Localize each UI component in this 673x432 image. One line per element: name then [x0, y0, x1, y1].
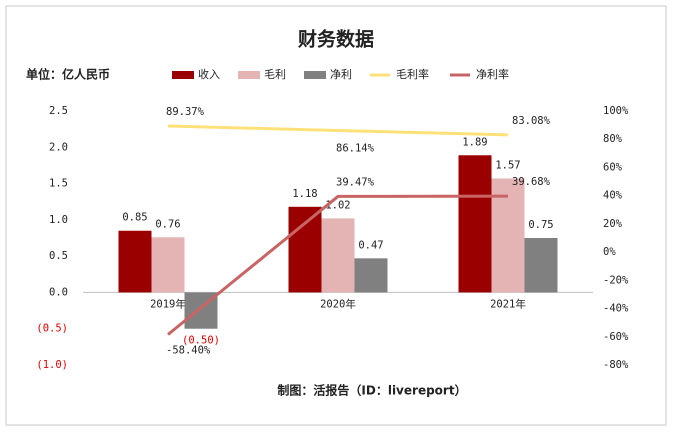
y-tick-label: 2.0: [49, 141, 68, 153]
bar: [354, 258, 388, 293]
x-tick-label: 2019年: [150, 297, 186, 310]
data-label: (0.50): [182, 335, 220, 347]
bar: [118, 230, 152, 293]
chart-title: 财务数据: [298, 28, 374, 51]
data-label: 0.75: [528, 219, 553, 231]
legend-swatch: [304, 71, 326, 79]
subtitle: 单位：亿人民币: [26, 67, 110, 82]
legend-label: 毛利率: [396, 67, 429, 81]
y2-tick-label: 0%: [603, 246, 616, 258]
bar: [151, 237, 185, 293]
data-label: 1.57: [495, 159, 520, 171]
y2-tick-label: 80%: [603, 133, 623, 145]
legend-label: 收入: [198, 67, 220, 81]
y-tick-label: 1.0: [49, 214, 68, 226]
y-tick-label: (0.5): [36, 323, 68, 335]
y2-tick-label: -40%: [603, 303, 629, 315]
line-series: [167, 124, 509, 137]
data-label: 1.89: [462, 136, 487, 148]
y-tick-label: 0.0: [49, 286, 68, 298]
bar: [321, 218, 355, 293]
bar: [458, 155, 492, 293]
x-tick-label: 2021年: [490, 297, 526, 310]
legend-label: 净利: [330, 67, 352, 81]
data-label: 0.76: [155, 218, 180, 230]
legend-label: 净利率: [476, 67, 509, 81]
legend-label: 毛利: [264, 68, 286, 81]
y2-tick-label: 20%: [603, 218, 623, 230]
data-label: 83.08%: [512, 115, 551, 127]
y-tick-label: 2.5: [49, 105, 68, 117]
data-label: 0.85: [122, 212, 147, 224]
data-label: -58.40%: [166, 345, 211, 357]
data-label: 86.14%: [336, 143, 375, 155]
bar: [524, 238, 558, 293]
data-label: 0.47: [358, 239, 383, 251]
data-label: 39.68%: [512, 176, 551, 188]
y-tick-label: 0.5: [49, 250, 68, 262]
y2-tick-label: -80%: [603, 359, 629, 371]
data-label: 39.47%: [336, 176, 375, 188]
chart-frame: [5, 5, 667, 426]
y2-tick-label: 40%: [603, 190, 623, 202]
y2-tick-label: -20%: [603, 274, 629, 286]
x-tick-label: 2020年: [320, 297, 356, 310]
data-label: 89.37%: [166, 106, 205, 118]
y-tick-label: 1.5: [49, 178, 68, 190]
y2-tick-label: 100%: [603, 105, 629, 117]
y-tick-label: (1.0): [36, 359, 68, 371]
line-series: [167, 194, 509, 336]
y2-tick-label: 60%: [603, 161, 623, 173]
legend-swatch: [238, 71, 260, 79]
y2-tick-label: -60%: [603, 331, 629, 343]
legend-swatch: [172, 71, 194, 79]
source-note: 制图：活报告（ID：livereport）: [277, 383, 466, 398]
bar: [288, 206, 322, 293]
data-label: 1.18: [292, 188, 317, 200]
